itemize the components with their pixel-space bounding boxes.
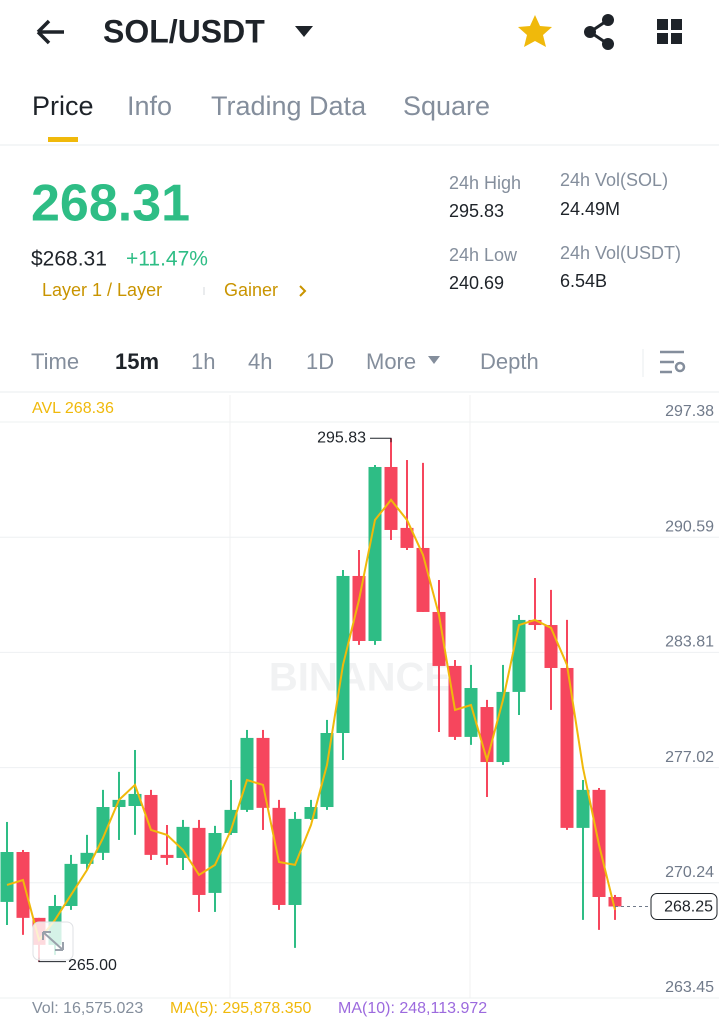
y-tick-label: 297.38	[665, 403, 714, 420]
candle-body	[448, 665, 462, 737]
candle-body	[464, 688, 478, 737]
plot: 297.38 290.59 283.81 277.02 270.24 263.45 295.…	[0, 403, 719, 999]
candle-body	[512, 619, 526, 692]
candle-body	[144, 794, 158, 855]
tab-indicator	[48, 137, 78, 142]
candle-body	[528, 619, 542, 626]
volume-ma5: MA(5): 295,878.350	[170, 1000, 312, 1017]
candle-body	[96, 807, 110, 853]
interval[interactable]: 4h	[248, 349, 272, 374]
interval[interactable]: 15m	[115, 349, 159, 374]
stat-value: 240.69	[449, 273, 504, 293]
chart-settings[interactable]	[660, 350, 686, 374]
candle-body	[160, 854, 174, 858]
tab[interactable]: Info	[127, 91, 172, 121]
y-tick-label: 270.24	[665, 864, 714, 881]
interval[interactable]: 1h	[191, 349, 215, 374]
candle-body	[288, 818, 302, 905]
candle-body	[240, 737, 254, 810]
stat-value: 24.49M	[560, 199, 620, 219]
candle-body	[352, 575, 366, 641]
fullscreen-icon	[42, 931, 64, 951]
interval[interactable]: Depth	[480, 349, 539, 374]
interval[interactable]: Time	[31, 349, 79, 374]
tag[interactable]: Layer 1 / Layer	[42, 280, 162, 300]
candle-body	[304, 807, 318, 819]
candle-body	[224, 809, 238, 833]
candle-body	[192, 827, 206, 895]
avl-label: AVL 268.36	[32, 400, 114, 417]
tab[interactable]: Square	[403, 91, 490, 121]
candle-body	[608, 896, 622, 907]
candle-body	[432, 611, 446, 666]
candle-body	[368, 466, 382, 641]
candle-body	[0, 852, 14, 902]
candle-body	[64, 863, 78, 906]
share-button[interactable]	[584, 14, 614, 50]
stat-label: 24h Low	[449, 245, 518, 265]
candle-body	[272, 807, 286, 905]
pair-title[interactable]: SOL/USDT	[103, 13, 265, 49]
pair-dropdown[interactable]	[295, 26, 313, 37]
candle-body	[336, 575, 350, 733]
y-tick-label: 283.81	[665, 634, 714, 651]
favorite-star[interactable]	[518, 15, 552, 47]
volume: Vol: 16,575.023	[32, 1000, 143, 1017]
tab[interactable]: Price	[32, 91, 94, 121]
stat-label: 24h Vol(USDT)	[560, 243, 681, 263]
tag-arrow	[299, 285, 307, 297]
y-tick-label: 277.02	[665, 749, 714, 766]
candle-body	[480, 707, 494, 763]
candle-body	[176, 826, 190, 858]
y-tick-label: 290.59	[665, 518, 714, 535]
volume-ma10: MA(10): 248,113.972	[338, 1000, 487, 1017]
last-price-tag	[650, 892, 718, 920]
usd-price: $268.31	[31, 248, 107, 271]
back-button[interactable]	[36, 19, 64, 45]
tag[interactable]: Gainer	[224, 280, 278, 300]
candle-body	[544, 625, 558, 668]
y-tick-label: 263.45	[665, 979, 714, 996]
candle-body	[112, 799, 126, 808]
last-price-label: 268.25	[664, 899, 713, 916]
stat-label: 24h High	[449, 173, 521, 193]
candle-body	[320, 732, 334, 808]
low-label: 265.00	[68, 957, 117, 974]
stat-label: 24h Vol(SOL)	[560, 170, 668, 190]
interval[interactable]: 1D	[306, 349, 334, 374]
price-change: +11.47%	[126, 248, 208, 271]
watermark: BINANCE	[269, 656, 451, 700]
high-label: 295.83	[317, 430, 366, 447]
grid-menu[interactable]	[657, 19, 682, 44]
interval[interactable]: More	[366, 349, 416, 374]
ma-line	[6, 498, 616, 943]
candle-body	[80, 852, 94, 864]
candle-body	[576, 789, 590, 828]
candle-body	[560, 667, 574, 828]
candle-body	[400, 527, 414, 548]
stat-value: 6.54B	[560, 271, 607, 291]
stat-value: 295.83	[449, 201, 504, 221]
candle-body	[256, 737, 270, 808]
last-price: 268.31	[31, 175, 190, 233]
candle-body	[16, 852, 30, 918]
more-dropdown[interactable]	[428, 356, 440, 364]
high-leader	[370, 437, 392, 443]
tab[interactable]: Trading Data	[211, 91, 367, 121]
